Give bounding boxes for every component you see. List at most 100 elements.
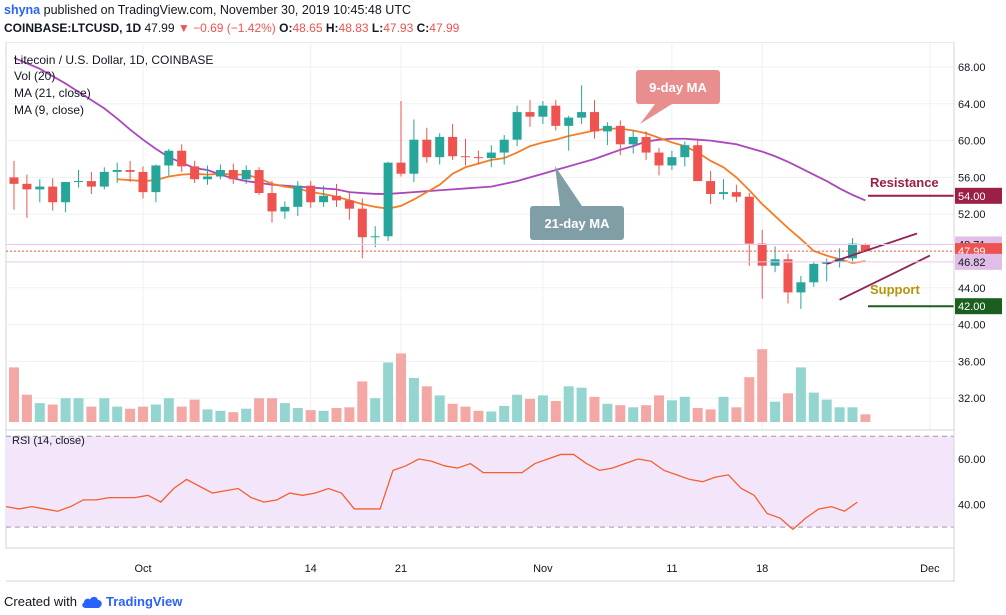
candle-body xyxy=(525,112,535,117)
candle-body xyxy=(138,171,148,193)
candle-body xyxy=(706,181,716,194)
volume-bar xyxy=(421,386,432,422)
candle-body xyxy=(770,259,780,266)
volume-bar xyxy=(744,377,755,422)
volume-bar xyxy=(666,400,677,422)
candles xyxy=(9,85,870,309)
volume-bar xyxy=(254,398,265,422)
price-chart[interactable]: 68.0064.0060.0056.0052.0048.0044.0040.00… xyxy=(0,42,1006,582)
candle-body xyxy=(332,195,341,201)
price-pane-border xyxy=(5,42,955,431)
price-label-text: 46.82 xyxy=(958,257,986,269)
author-name[interactable]: shyna xyxy=(4,3,41,17)
candle-body xyxy=(783,259,793,293)
callouts: 9-day MA 21-day MA Resistance Support xyxy=(530,70,939,297)
volume-bar xyxy=(318,410,329,422)
candle-body xyxy=(719,192,728,194)
candle-body xyxy=(628,136,638,145)
rsi-tick-label: 60.00 xyxy=(958,454,986,466)
candle-body xyxy=(809,263,819,283)
volume-bar xyxy=(834,407,845,422)
volume-bar xyxy=(473,410,484,422)
candle-body xyxy=(9,177,19,184)
volume-bar xyxy=(525,398,535,422)
volume-bar xyxy=(125,408,136,422)
volume-bar xyxy=(757,349,768,422)
candle-body xyxy=(280,206,290,212)
price-label-box xyxy=(955,298,1002,315)
volume-bar xyxy=(9,367,19,422)
volume-bar xyxy=(783,393,793,422)
ma21-polyline xyxy=(13,56,866,202)
candle-body xyxy=(641,136,651,153)
resistance-label: Resistance xyxy=(870,175,939,190)
candle-body xyxy=(564,117,574,126)
candle-body xyxy=(538,105,548,117)
volume-bar xyxy=(228,412,239,422)
candle-body xyxy=(177,150,187,167)
candle-body xyxy=(551,105,561,126)
time-tick-label: 18 xyxy=(756,563,768,575)
volume-bar xyxy=(357,381,368,422)
candle-body xyxy=(512,112,522,140)
time-tick-label: Dec xyxy=(920,563,940,575)
time-tick-label: Oct xyxy=(134,563,151,575)
volume-bar xyxy=(654,395,664,422)
volume-bar xyxy=(499,405,510,422)
volume-bar xyxy=(383,362,394,422)
channel-upper-line xyxy=(826,232,918,265)
candle-body xyxy=(370,236,380,238)
ohlc-bar: COINBASE:LTCUSD, 1D 47.99 ▼ −0.69 (−1.42… xyxy=(4,21,459,35)
candle-body xyxy=(241,170,251,180)
tradingview-cloud-icon xyxy=(82,596,102,608)
volume-bar xyxy=(641,405,652,422)
candle-body xyxy=(654,152,664,166)
ma21-legend: MA (21, close) xyxy=(14,86,91,100)
volume-bar xyxy=(808,392,819,422)
candle-body xyxy=(74,181,83,183)
price-tick-label: 40.00 xyxy=(958,320,986,332)
volume-bar xyxy=(47,404,58,422)
open-value: 48.65 xyxy=(292,21,323,35)
candle-body xyxy=(22,183,32,190)
candle-body xyxy=(190,166,200,180)
rsi-pane xyxy=(5,429,955,549)
volume-bar xyxy=(163,398,174,422)
candle-body xyxy=(344,200,354,209)
price-tick-label: 64.00 xyxy=(958,99,986,111)
time-tick-label: 14 xyxy=(305,563,317,575)
candle-body xyxy=(125,170,135,172)
volume-bar xyxy=(847,407,858,422)
volume-bar xyxy=(34,403,45,422)
volume-bar xyxy=(460,406,471,422)
price-tick-label: 36.00 xyxy=(958,356,986,368)
candle-body xyxy=(577,112,587,118)
rsi-band xyxy=(6,436,954,528)
chart-labels: Litecoin / U.S. Dollar, 1D, COINBASE Vol… xyxy=(12,53,213,447)
price-tick-label: 56.00 xyxy=(958,172,986,184)
candle-body xyxy=(422,139,432,158)
candle-body xyxy=(293,185,303,207)
candle-body xyxy=(680,145,690,158)
price-label-box xyxy=(955,253,1002,270)
support-label: Support xyxy=(870,282,920,297)
channel-lower-line xyxy=(839,254,931,301)
ma9-callout-text: 9-day MA xyxy=(649,80,707,95)
candle-body xyxy=(615,125,625,145)
volume-bar xyxy=(267,398,277,422)
symbol-label: COINBASE:LTCUSD, 1D xyxy=(4,21,142,35)
volume-bar xyxy=(176,406,187,422)
volume-bar xyxy=(679,396,690,422)
volume-bar xyxy=(21,394,32,422)
chart-title: Litecoin / U.S. Dollar, 1D, COINBASE xyxy=(14,53,213,67)
footer: Created with TradingView xyxy=(4,594,182,609)
volume-bar xyxy=(60,398,71,422)
volume-bar xyxy=(486,411,497,422)
close-value: 47.99 xyxy=(429,21,460,35)
rsi-line xyxy=(5,453,858,531)
candle-body xyxy=(306,185,316,203)
close-label: C: xyxy=(416,21,430,35)
ma21-callout-text: 21-day MA xyxy=(544,216,610,231)
tradingview-brand-link[interactable]: TradingView xyxy=(105,594,183,609)
price-change: −0.69 (−1.42%) xyxy=(193,21,276,35)
